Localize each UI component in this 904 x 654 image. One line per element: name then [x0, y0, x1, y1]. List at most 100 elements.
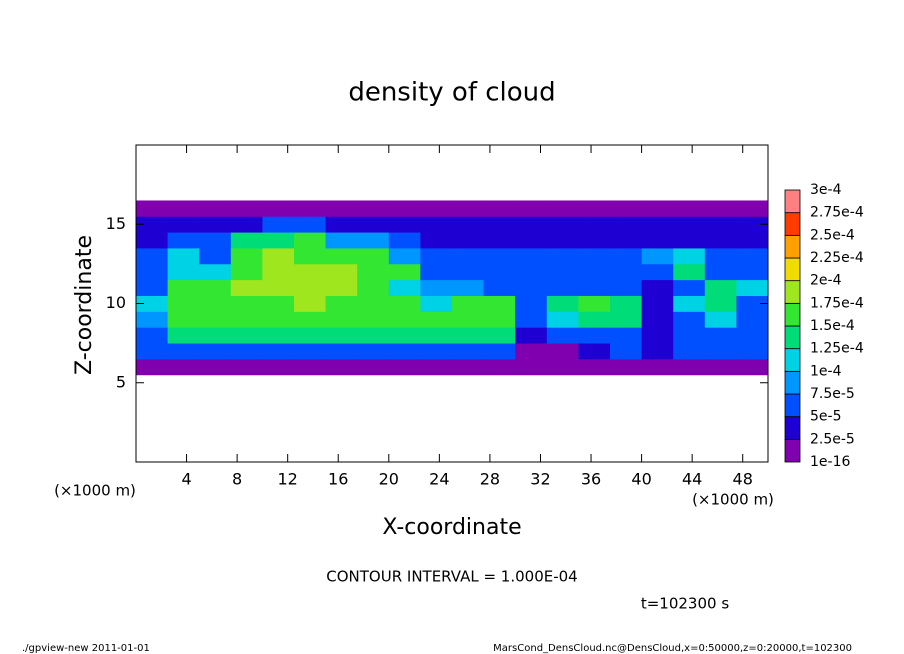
heat-cell — [515, 200, 548, 217]
heat-cell — [388, 343, 421, 360]
heat-cell — [199, 200, 232, 217]
heat-cell — [483, 358, 516, 376]
heat-cell — [136, 311, 168, 328]
contour-annotation: CONTOUR INTERVAL = 1.000E-04 — [326, 568, 577, 586]
heat-cell — [483, 279, 516, 296]
heat-cell — [515, 327, 548, 344]
heat-cell — [704, 311, 737, 328]
heat-cell — [199, 343, 232, 360]
heat-cell — [483, 263, 516, 281]
heat-cell — [546, 343, 579, 360]
heat-cell — [610, 295, 642, 312]
heat-cell — [673, 295, 706, 312]
x-tick-label: 24 — [429, 470, 449, 489]
heat-cell — [167, 343, 200, 360]
heat-cell — [294, 295, 326, 312]
heat-cell — [325, 263, 358, 281]
heat-cell — [546, 279, 579, 296]
colorbar-label: 1.75e-4 — [810, 295, 864, 311]
heat-cell — [294, 343, 326, 360]
heat-cell — [578, 295, 611, 312]
heat-cell — [673, 216, 706, 233]
heat-cell — [483, 200, 516, 217]
heat-cell — [641, 279, 674, 296]
heat-cell — [610, 200, 642, 217]
heat-cell — [388, 263, 421, 281]
heat-cell — [420, 200, 453, 217]
x-tick-label: 40 — [631, 470, 651, 489]
heat-cell — [357, 232, 390, 249]
heat-cell — [515, 295, 548, 312]
heat-cell — [420, 232, 453, 249]
heat-cell — [641, 311, 674, 328]
heat-cell — [736, 295, 769, 312]
heat-cell — [452, 263, 484, 281]
y-tick-label: 10 — [106, 293, 126, 312]
colorbar-label: 1e-4 — [810, 363, 842, 379]
heat-cell — [641, 343, 674, 360]
heat-cell — [230, 327, 263, 344]
heat-cell — [578, 216, 611, 233]
heat-cell — [230, 200, 263, 217]
colorbar-box — [784, 234, 801, 259]
heat-cell — [673, 232, 706, 249]
heat-cell — [167, 327, 200, 344]
heat-cell — [294, 358, 326, 376]
x-tick-label: 32 — [530, 470, 550, 489]
heat-cell — [230, 232, 263, 249]
colorbar-label: 5e-5 — [810, 409, 841, 425]
heat-cell — [704, 200, 737, 217]
x-tick-label: 48 — [733, 470, 753, 489]
heat-cell — [515, 263, 548, 281]
x-tick-label: 4 — [181, 470, 191, 489]
x-tick-label: 44 — [682, 470, 702, 489]
heat-cell — [262, 232, 295, 249]
heat-cell — [673, 358, 706, 376]
heat-cell — [199, 311, 232, 328]
heat-cell — [641, 295, 674, 312]
heat-cell — [357, 358, 390, 376]
colorbar-box — [784, 438, 801, 463]
heat-cell — [167, 295, 200, 312]
colorbar-label: 7.5e-5 — [810, 386, 855, 402]
heat-cell — [610, 358, 642, 376]
heat-cell — [388, 248, 421, 265]
heat-cell — [136, 327, 168, 344]
heat-cell — [515, 232, 548, 249]
heat-cell — [420, 248, 453, 265]
heat-cell — [546, 248, 579, 265]
heat-cell — [641, 200, 674, 217]
heat-cell — [262, 311, 295, 328]
heat-cell — [325, 327, 358, 344]
colorbar-label: 1e-16 — [810, 454, 850, 470]
heat-cell — [673, 327, 706, 344]
heat-cell — [357, 295, 390, 312]
colorbar-box — [784, 257, 801, 282]
heat-cell — [452, 327, 484, 344]
heat-cell — [420, 311, 453, 328]
heat-cell — [199, 232, 232, 249]
heat-cell — [357, 216, 390, 233]
heat-cell — [641, 216, 674, 233]
heat-cell — [262, 248, 295, 265]
heat-cell — [262, 295, 295, 312]
heat-cell — [325, 232, 358, 249]
heat-cell — [641, 327, 674, 344]
heat-cell — [704, 216, 737, 233]
heat-cell — [357, 311, 390, 328]
colorbar-box — [784, 302, 801, 327]
heat-cell — [167, 248, 200, 265]
heat-cell — [230, 248, 263, 265]
heat-cell — [420, 343, 453, 360]
heat-cell — [230, 358, 263, 376]
chart-title: density of cloud — [348, 78, 555, 108]
heat-cell — [610, 311, 642, 328]
heat-cell — [230, 295, 263, 312]
heat-cell — [673, 263, 706, 281]
heat-cell — [136, 248, 168, 265]
heat-cell — [199, 216, 232, 233]
heat-cell — [546, 232, 579, 249]
heat-cell — [673, 248, 706, 265]
heat-cell — [420, 295, 453, 312]
colorbar-box — [784, 370, 801, 395]
